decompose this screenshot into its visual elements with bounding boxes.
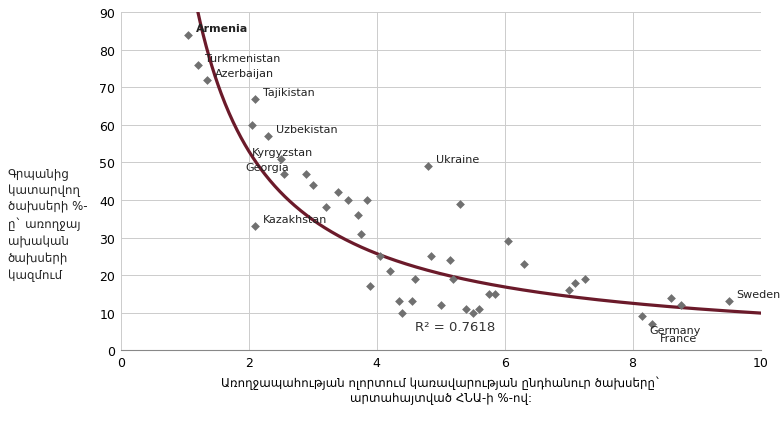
- Point: [249, 96, 261, 103]
- Point: [332, 190, 345, 197]
- Point: [393, 298, 406, 305]
- Point: [275, 156, 287, 163]
- Point: [351, 212, 363, 219]
- Point: [518, 261, 530, 268]
- Point: [409, 276, 421, 283]
- Point: [489, 291, 502, 298]
- Text: Germany: Germany: [650, 325, 701, 336]
- Point: [246, 122, 258, 129]
- Point: [569, 279, 581, 286]
- Text: Ukraine: Ukraine: [435, 155, 479, 165]
- Point: [319, 205, 332, 212]
- Point: [460, 306, 473, 313]
- Point: [674, 302, 687, 309]
- Point: [249, 223, 261, 230]
- Point: [361, 197, 374, 204]
- Point: [466, 309, 479, 316]
- Point: [425, 253, 438, 260]
- Point: [422, 163, 434, 170]
- Point: [665, 294, 677, 301]
- Point: [722, 298, 735, 305]
- Point: [383, 268, 395, 275]
- Point: [342, 197, 354, 204]
- Point: [444, 257, 456, 264]
- Point: [278, 171, 290, 178]
- Point: [434, 302, 447, 309]
- Text: Sweden: Sweden: [736, 290, 780, 300]
- Text: France: France: [659, 333, 697, 343]
- Text: Georgia: Georgia: [246, 162, 289, 173]
- Point: [201, 77, 214, 84]
- Text: Uzbekistan: Uzbekistan: [275, 125, 337, 135]
- Point: [562, 287, 575, 294]
- Point: [354, 231, 367, 238]
- Point: [374, 253, 386, 260]
- Point: [447, 276, 459, 283]
- Point: [579, 276, 591, 283]
- Text: Tajikistan: Tajikistan: [263, 88, 314, 97]
- Text: Kyrgyzstan: Kyrgyzstan: [252, 148, 314, 157]
- Text: Azerbaijan: Azerbaijan: [215, 69, 274, 79]
- Point: [636, 313, 648, 320]
- Text: R² = 0.7618: R² = 0.7618: [415, 321, 495, 334]
- Point: [646, 321, 658, 328]
- Point: [300, 171, 313, 178]
- X-axis label: Առողջապահության ոլորտում կառավարության ընդհանուր ծախսերը`
արտահայտված ՀՆԱ-ի %-ով: Առողջապահության ոլորտում կառավարության ը…: [221, 376, 661, 404]
- Text: Turkmenistan: Turkmenistan: [205, 54, 281, 64]
- Point: [406, 298, 418, 305]
- Point: [262, 133, 275, 140]
- Point: [182, 32, 194, 39]
- Point: [396, 309, 409, 316]
- Text: Kazakhstan: Kazakhstan: [263, 215, 328, 225]
- Point: [454, 201, 466, 208]
- Point: [191, 62, 204, 69]
- Point: [482, 291, 495, 298]
- Point: [364, 283, 377, 290]
- Text: Armenia: Armenia: [196, 24, 248, 34]
- Point: [473, 306, 485, 313]
- Point: [502, 238, 514, 245]
- Text: Գրպանից
կատարվող
ծախսերի %-
ը` առողջայ
ախական
ծախսերի
կազմում: Գրպանից կատարվող ծախսերի %- ը` առողջայ ա…: [8, 166, 87, 282]
- Point: [307, 182, 319, 189]
